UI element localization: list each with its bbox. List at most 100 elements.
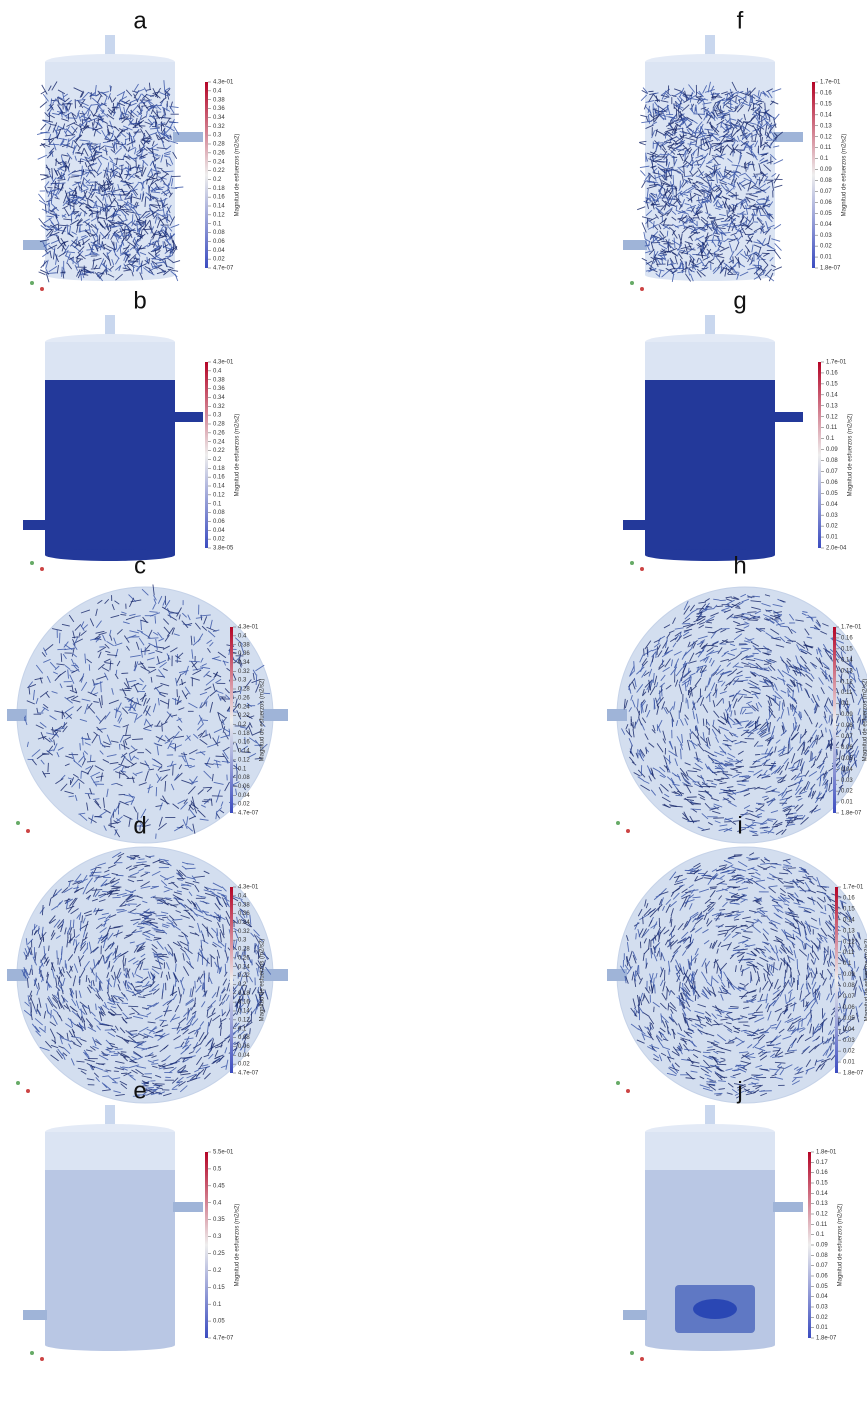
flow-vector — [48, 763, 49, 772]
panel-label: e — [133, 1077, 146, 1104]
colorbar-tick-label: 0.08 — [820, 178, 832, 184]
colorbar-tick-label: 0.34 — [238, 920, 250, 926]
axis-icon — [630, 281, 634, 285]
colorbar-tick-label: 0.3 — [213, 413, 222, 419]
colorbar-tick-label: 0.34 — [213, 115, 225, 121]
inlet-pipe — [623, 240, 647, 250]
flow-vector — [752, 265, 761, 266]
axis-icon — [30, 281, 34, 285]
colorbar — [205, 82, 208, 268]
colorbar-tick-label: 0.3 — [213, 133, 222, 139]
flow-vector — [698, 197, 699, 203]
colorbar-tick-label: 0.38 — [238, 642, 250, 648]
flow-vector — [173, 765, 174, 775]
flow-vector — [676, 110, 677, 119]
flow-vector — [76, 990, 77, 998]
colorbar-tick-label: 0.32 — [213, 124, 225, 130]
panel: c4.3e-010.40.380.360.340.320.30.280.260.… — [7, 552, 288, 843]
flow-vector — [744, 163, 745, 169]
colorbar-tick-label: 0.16 — [820, 91, 832, 97]
colorbar-tick-label: 0.32 — [213, 404, 225, 410]
flow-vector — [112, 1082, 118, 1083]
colorbar-tick-label: 0.07 — [826, 469, 838, 475]
colorbar-tick-label: 4.7e-07 — [238, 1071, 259, 1077]
colorbar-tick-label: 0.2 — [238, 722, 247, 728]
flow-vector — [49, 946, 50, 951]
flow-vector — [150, 912, 155, 913]
colorbar-tick-label: 0.16 — [213, 195, 225, 201]
colorbar-tick-label: 0.36 — [238, 911, 250, 917]
colorbar-tick-label: 0.08 — [238, 1035, 250, 1041]
flow-vector — [137, 991, 144, 992]
colorbar-tick-label: 0.1 — [213, 501, 222, 507]
colorbar-tick-label: 0.06 — [213, 239, 225, 245]
flow-vector — [736, 97, 737, 103]
flow-vector — [756, 268, 757, 275]
outlet-pipe — [773, 132, 803, 142]
tank-top-view — [17, 587, 273, 843]
colorbar-title: Magnitud de esfuerzos (m2/s2) — [260, 679, 266, 762]
colorbar-tick-label: 1.8e-07 — [820, 266, 841, 272]
colorbar — [230, 887, 233, 1073]
colorbar-tick-label: 0.09 — [820, 167, 832, 173]
colorbar-tick-label: 0.02 — [213, 257, 225, 263]
colorbar-title: Magnitud de esfuerzos (m2/s2) — [260, 939, 266, 1022]
flow-vector — [181, 1058, 192, 1059]
colorbar-tick-label: 0.14 — [820, 112, 832, 118]
flow-vector — [755, 174, 762, 175]
colorbar-tick-label: 0.12 — [238, 1017, 250, 1023]
colorbar-tick-label: 0.12 — [820, 134, 832, 140]
colorbar-tick-label: 0.12 — [238, 757, 250, 763]
colorbar-tick-label: 4.3e-01 — [213, 360, 234, 366]
flow-vector — [203, 787, 212, 788]
tank-top-view — [17, 847, 273, 1103]
outlet-pipe — [773, 412, 803, 422]
outlet-pipe — [173, 132, 203, 142]
colorbar-tick-label: 0.12 — [213, 492, 225, 498]
flow-vector — [775, 243, 782, 250]
outlet-pipe — [173, 412, 203, 422]
pipe — [263, 709, 288, 721]
colorbar-tick-label: 0.11 — [826, 425, 838, 431]
flow-vector — [80, 921, 81, 931]
colorbar-tick-label: 0.14 — [213, 484, 225, 490]
colorbar-tick-label: 0.28 — [213, 142, 225, 148]
colorbar-tick-label: 0.38 — [238, 902, 250, 908]
colorbar-tick-label: 0.28 — [238, 687, 250, 693]
tank-bottom — [45, 549, 175, 561]
colorbar-tick-label: 0.05 — [213, 1319, 225, 1325]
flow-vector — [116, 242, 117, 249]
figure: a4.3e-010.40.380.360.340.320.30.280.260.… — [0, 0, 867, 1416]
colorbar-tick-label: 0.14 — [238, 1009, 250, 1015]
colorbar-tick-label: 0.22 — [238, 973, 250, 979]
colorbar-tick-label: 0.3 — [238, 938, 247, 944]
colorbar-tick-label: 0.4 — [213, 1200, 222, 1206]
colorbar-tick-label: 0.35 — [213, 1217, 225, 1223]
axis-icon — [26, 829, 30, 833]
colorbar-tick-label: 0.15 — [213, 1285, 225, 1291]
flow-vector — [119, 744, 120, 750]
colorbar-tick-label: 3.8e-05 — [213, 546, 234, 552]
colorbar-tick-label: 0.1 — [826, 436, 835, 442]
flow-vector — [647, 218, 648, 227]
flow-vector — [111, 888, 118, 889]
colorbar-tick-label: 0.16 — [826, 371, 838, 377]
colorbar-tick-label: 0.4 — [213, 88, 222, 94]
flow-vector — [80, 743, 81, 750]
flow-vector — [162, 215, 170, 216]
flow-vector — [41, 91, 46, 94]
flow-vector — [128, 1006, 138, 1007]
flow-vector — [698, 227, 704, 228]
colorbar-tick-label: 0.24 — [238, 704, 250, 710]
colorbar-tick-label: 0.13 — [820, 123, 832, 129]
axis-icon — [640, 567, 644, 571]
panel: g1.7e-010.160.150.140.130.120.110.10.090… — [623, 287, 854, 571]
colorbar-tick-label: 0.18 — [213, 466, 225, 472]
tank-body — [45, 1170, 175, 1345]
colorbar-tick-label: 4.7e-07 — [213, 1336, 234, 1342]
colorbar-tick-label: 0.24 — [238, 964, 250, 970]
colorbar-tick-label: 0.12 — [213, 212, 225, 218]
flow-vector — [202, 720, 208, 721]
flow-vector — [694, 164, 701, 165]
axis-icon — [16, 1081, 20, 1085]
